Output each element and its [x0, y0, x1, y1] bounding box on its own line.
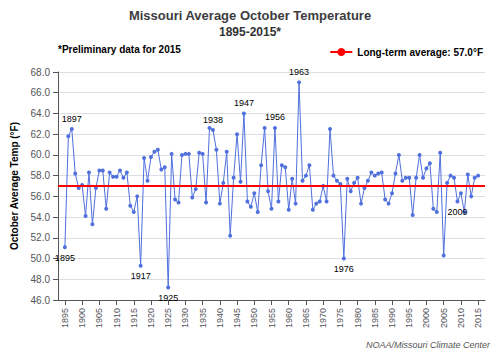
svg-text:Missouri Average October Tempe: Missouri Average October Temperature: [129, 8, 371, 23]
svg-text:48.0: 48.0: [31, 274, 51, 285]
svg-text:1917: 1917: [131, 271, 151, 281]
svg-text:1910: 1910: [112, 308, 122, 328]
svg-text:60.0: 60.0: [31, 149, 51, 160]
svg-text:54.0: 54.0: [31, 212, 51, 223]
svg-text:NOAA/Missouri Climate Center: NOAA/Missouri Climate Center: [366, 340, 491, 350]
svg-text:1905: 1905: [94, 308, 104, 328]
svg-text:1895-2015*: 1895-2015*: [219, 25, 281, 39]
svg-text:1895: 1895: [55, 253, 75, 263]
svg-text:1915: 1915: [129, 308, 139, 328]
svg-text:1975: 1975: [335, 308, 345, 328]
svg-text:58.0: 58.0: [31, 170, 51, 181]
svg-text:1963: 1963: [289, 67, 309, 77]
svg-text:1930: 1930: [180, 308, 190, 328]
svg-text:1895: 1895: [60, 308, 70, 328]
svg-text:62.0: 62.0: [31, 129, 51, 140]
svg-text:1935: 1935: [198, 308, 208, 328]
svg-text:2000: 2000: [421, 308, 431, 328]
svg-text:1947: 1947: [234, 98, 254, 108]
svg-text:1950: 1950: [249, 308, 259, 328]
svg-text:*Preliminary data for 2015: *Preliminary data for 2015: [58, 44, 181, 55]
svg-text:1925: 1925: [158, 293, 178, 303]
svg-text:1920: 1920: [146, 308, 156, 328]
svg-text:1976: 1976: [334, 264, 354, 274]
svg-text:2015: 2015: [473, 308, 483, 328]
svg-text:1970: 1970: [318, 308, 328, 328]
svg-text:1956: 1956: [265, 112, 285, 122]
svg-text:1985: 1985: [370, 308, 380, 328]
svg-text:66.0: 66.0: [31, 87, 51, 98]
svg-text:1925: 1925: [163, 308, 173, 328]
svg-text:56.0: 56.0: [31, 191, 51, 202]
svg-text:1995: 1995: [404, 308, 414, 328]
svg-text:1900: 1900: [77, 308, 87, 328]
svg-text:1940: 1940: [215, 308, 225, 328]
svg-text:68.0: 68.0: [31, 67, 51, 78]
svg-text:2010: 2010: [456, 308, 466, 328]
svg-text:2009: 2009: [447, 207, 467, 217]
svg-text:October Average Temp (°F): October Average Temp (°F): [9, 122, 20, 250]
svg-text:46.0: 46.0: [31, 295, 51, 306]
svg-text:50.0: 50.0: [31, 253, 51, 264]
svg-text:1990: 1990: [387, 308, 397, 328]
svg-text:52.0: 52.0: [31, 232, 51, 243]
svg-text:64.0: 64.0: [31, 108, 51, 119]
svg-text:2005: 2005: [439, 308, 449, 328]
svg-text:1955: 1955: [267, 308, 277, 328]
svg-text:1960: 1960: [284, 308, 294, 328]
svg-text:1897: 1897: [62, 114, 82, 124]
svg-text:1980: 1980: [353, 308, 363, 328]
svg-text:1938: 1938: [203, 115, 223, 125]
svg-text:Long-term average: 57.0°F: Long-term average: 57.0°F: [357, 47, 483, 58]
svg-text:1965: 1965: [301, 308, 311, 328]
svg-text:1945: 1945: [232, 308, 242, 328]
